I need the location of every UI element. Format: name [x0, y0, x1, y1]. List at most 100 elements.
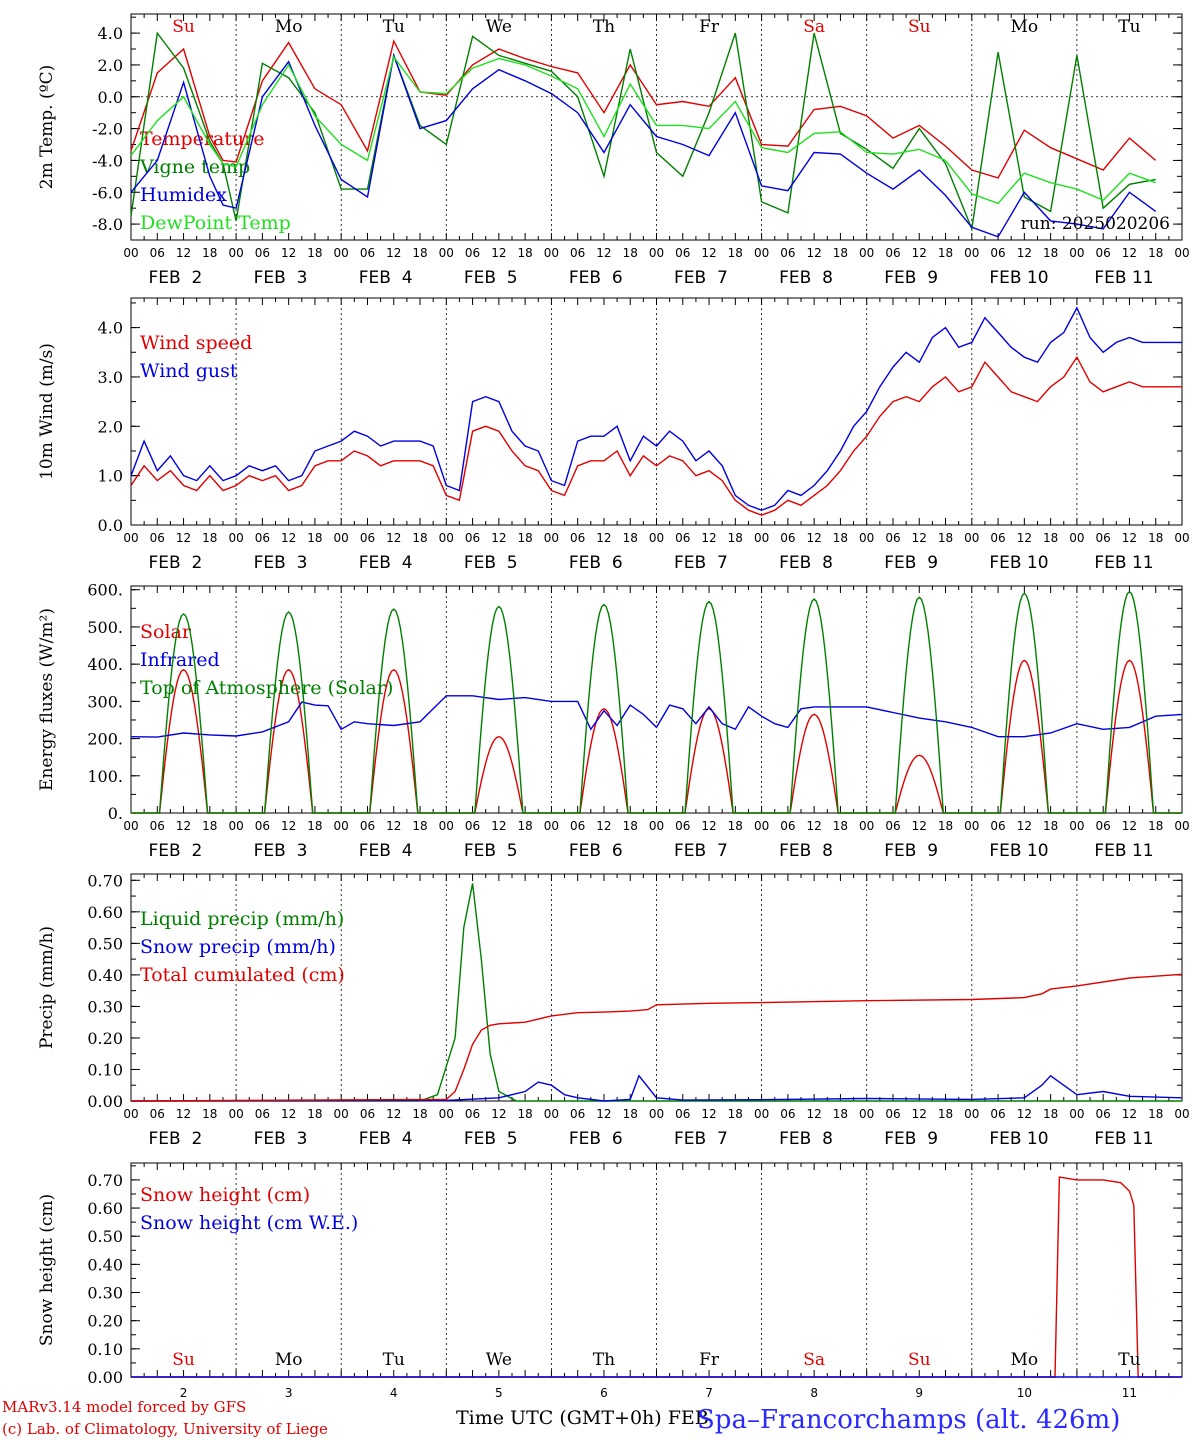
y-tick-label: -4.0 [92, 151, 123, 170]
series-dewpoint-temp [130, 55, 1156, 205]
date-label: FEB 8 [779, 553, 833, 573]
hour-tick-label: 18 [1148, 246, 1163, 260]
weekday-label: Mo [275, 1350, 303, 1370]
hour-tick-label: 06 [150, 246, 165, 260]
y-axis-label: 10m Wind (m/s) [37, 343, 57, 480]
date-label: FEB 9 [884, 268, 938, 288]
hour-tick-label: 00 [649, 1107, 664, 1121]
hour-tick-label: 18 [623, 819, 638, 833]
y-tick-label: 100. [87, 767, 123, 786]
hour-tick-label: 06 [570, 1107, 585, 1121]
hour-tick-label: 18 [412, 531, 427, 545]
y-tick-label: -6.0 [92, 183, 123, 202]
hour-tick-label: 18 [728, 531, 743, 545]
hour-tick-label: 06 [150, 1107, 165, 1121]
hour-tick-label: 06 [570, 819, 585, 833]
hour-tick-label: 06 [255, 531, 270, 545]
date-label: FEB 5 [464, 1129, 518, 1149]
hour-tick-label: 06 [1096, 246, 1111, 260]
date-label: FEB 9 [884, 553, 938, 573]
date-label: FEB 7 [674, 841, 728, 861]
y-tick-label: 0.00 [87, 1368, 123, 1387]
hour-tick-label: 00 [544, 531, 559, 545]
station-name: Spa–Francorchamps (alt. 426m) [697, 1405, 1120, 1435]
hour-tick-label: 12 [701, 531, 716, 545]
x-axis-title: Time UTC (GMT+0h) FEB [456, 1407, 709, 1429]
weekday-label: Fr [699, 17, 720, 37]
hour-tick-label: 06 [990, 531, 1005, 545]
hour-tick-label: 06 [360, 531, 375, 545]
hour-tick-label: 12 [1017, 531, 1032, 545]
weekday-label: Su [172, 1350, 195, 1370]
date-label: FEB 2 [149, 553, 203, 573]
hour-tick-label: 12 [491, 531, 506, 545]
y-tick-label: 200. [87, 730, 123, 749]
hour-tick-label: 18 [623, 1107, 638, 1121]
hour-tick-label: 06 [360, 819, 375, 833]
panel-1: 4.0 2.0 0.0 -2.0 -4.0 -6.0 -8.0 2m Temp. (ºC) Te… [37, 13, 1190, 288]
weekday-label: Tu [383, 1350, 405, 1370]
hour-tick-label: 12 [176, 531, 191, 545]
day-number-label: 3 [285, 1386, 293, 1400]
hour-tick-label: 06 [675, 819, 690, 833]
hour-tick-label: 00 [964, 1107, 979, 1121]
day-number-label: 8 [810, 1386, 818, 1400]
legend-entry: Snow precip (mm/h) [140, 936, 336, 958]
hour-tick-label: 06 [780, 1107, 795, 1121]
y-tick-label: 0.10 [87, 1060, 123, 1079]
hour-tick-label: 00 [1069, 531, 1084, 545]
date-label: FEB 6 [569, 1129, 623, 1149]
weekday-label: Th [593, 1350, 615, 1370]
weekday-label: Fr [699, 1350, 720, 1370]
hour-tick-label: 00 [439, 246, 454, 260]
hour-tick-label: 06 [990, 1107, 1005, 1121]
hour-tick-label: 06 [1096, 1107, 1111, 1121]
y-tick-label: 0.50 [87, 1227, 123, 1246]
hour-tick-label: 12 [386, 819, 401, 833]
y-tick-label: 0.40 [87, 1255, 123, 1274]
hour-tick-label: 12 [807, 1107, 822, 1121]
y-tick-label: 4.0 [98, 24, 123, 43]
date-label: FEB 5 [464, 841, 518, 861]
hour-tick-label: 18 [1043, 531, 1058, 545]
hour-tick-label: 18 [1043, 246, 1058, 260]
footer-model: MARv3.14 model forced by GFS [2, 1398, 246, 1416]
hour-tick-label: 00 [123, 531, 138, 545]
series-total-cumulated-cm [130, 973, 1183, 1102]
legend-entry: Liquid precip (mm/h) [140, 908, 344, 930]
hour-tick-label: 12 [386, 1107, 401, 1121]
hour-tick-label: 00 [649, 246, 664, 260]
date-label: FEB 10 [989, 1129, 1048, 1149]
y-tick-label: 500. [87, 618, 123, 637]
hour-tick-label: 12 [491, 246, 506, 260]
legend-entry: Total cumulated (cm) [140, 964, 345, 986]
hour-tick-label: 12 [491, 819, 506, 833]
hour-tick-label: 18 [202, 246, 217, 260]
weekday-label: Tu [1118, 1350, 1140, 1370]
y-tick-label: 0. [108, 804, 123, 823]
hour-tick-label: 18 [623, 531, 638, 545]
weekday-label: Sa [803, 17, 825, 37]
hour-tick-label: 12 [912, 531, 927, 545]
hour-tick-label: 18 [202, 1107, 217, 1121]
hour-tick-label: 12 [176, 1107, 191, 1121]
legend-entry: Infrared [140, 649, 220, 671]
hour-tick-label: 06 [885, 819, 900, 833]
date-label: FEB 10 [989, 841, 1048, 861]
day-number-label: 9 [915, 1386, 923, 1400]
hour-tick-label: 06 [1096, 531, 1111, 545]
date-label: FEB 3 [254, 268, 308, 288]
hour-tick-label: 18 [1148, 819, 1163, 833]
hour-tick-label: 06 [465, 819, 480, 833]
day-number-label: 10 [1017, 1386, 1032, 1400]
hour-tick-label: 18 [728, 1107, 743, 1121]
hour-tick-label: 18 [202, 819, 217, 833]
hour-tick-label: 12 [701, 819, 716, 833]
date-label: FEB 3 [254, 1129, 308, 1149]
hour-tick-label: 00 [544, 819, 559, 833]
hour-tick-label: 06 [675, 531, 690, 545]
y-axis-label: Energy fluxes (W/m²) [37, 608, 57, 791]
hour-tick-label: 18 [517, 819, 532, 833]
y-tick-label: 4.0 [98, 319, 123, 338]
